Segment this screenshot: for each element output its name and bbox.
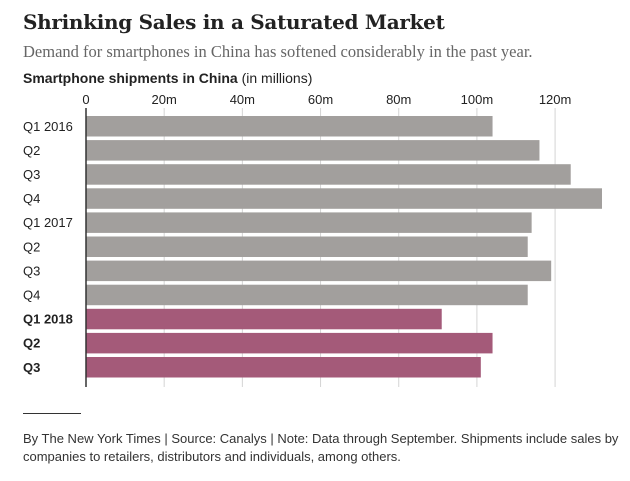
category-label: Q2	[23, 143, 40, 158]
bars	[86, 116, 602, 378]
x-tick-label: 120m	[539, 92, 572, 107]
footer-rule	[23, 413, 81, 414]
chart-subtitle: Demand for smartphones in China has soft…	[23, 42, 533, 61]
bar	[86, 164, 571, 185]
bar	[86, 116, 493, 137]
chart-label: Smartphone shipments in China (in millio…	[23, 70, 312, 86]
x-tick-label: 0	[82, 92, 89, 107]
x-axis-ticks: 0 20m 40m 60m 80m 100m 120m	[82, 92, 571, 107]
source-note: By The New York Times | Source: Canalys …	[23, 431, 619, 464]
bar	[86, 284, 528, 306]
chart-title: Shrinking Sales in a Saturated Market	[23, 10, 445, 34]
category-label: Q4	[23, 191, 40, 206]
bar	[86, 260, 552, 282]
category-labels: Q1 2016 Q2 Q3 Q4 Q1 2017 Q2 Q3 Q4 Q1 2018 Q2 Q3	[23, 119, 73, 375]
bar	[86, 212, 532, 233]
category-label: Q1 2016	[23, 119, 73, 134]
chart-label-bold: Smartphone shipments in China	[23, 70, 238, 86]
category-label: Q3	[23, 360, 40, 375]
x-tick-label: 100m	[461, 92, 494, 107]
x-tick-label: 40m	[230, 92, 255, 107]
bar	[86, 332, 493, 354]
category-label: Q4	[23, 287, 40, 302]
x-tick-label: 80m	[386, 92, 411, 107]
category-label: Q2	[23, 239, 40, 254]
x-tick-label: 60m	[308, 92, 333, 107]
chart-label-unit: (in millions)	[241, 70, 313, 86]
category-label: Q1 2017	[23, 215, 73, 230]
category-label: Q3	[23, 263, 40, 278]
x-tick-label: 20m	[152, 92, 177, 107]
bar	[86, 140, 540, 161]
category-label: Q2	[23, 336, 40, 351]
category-label: Q3	[23, 167, 40, 182]
bar	[86, 236, 528, 257]
category-label: Q1 2018	[23, 312, 73, 327]
bar	[86, 188, 602, 209]
bar	[86, 357, 481, 378]
bar	[86, 308, 442, 330]
